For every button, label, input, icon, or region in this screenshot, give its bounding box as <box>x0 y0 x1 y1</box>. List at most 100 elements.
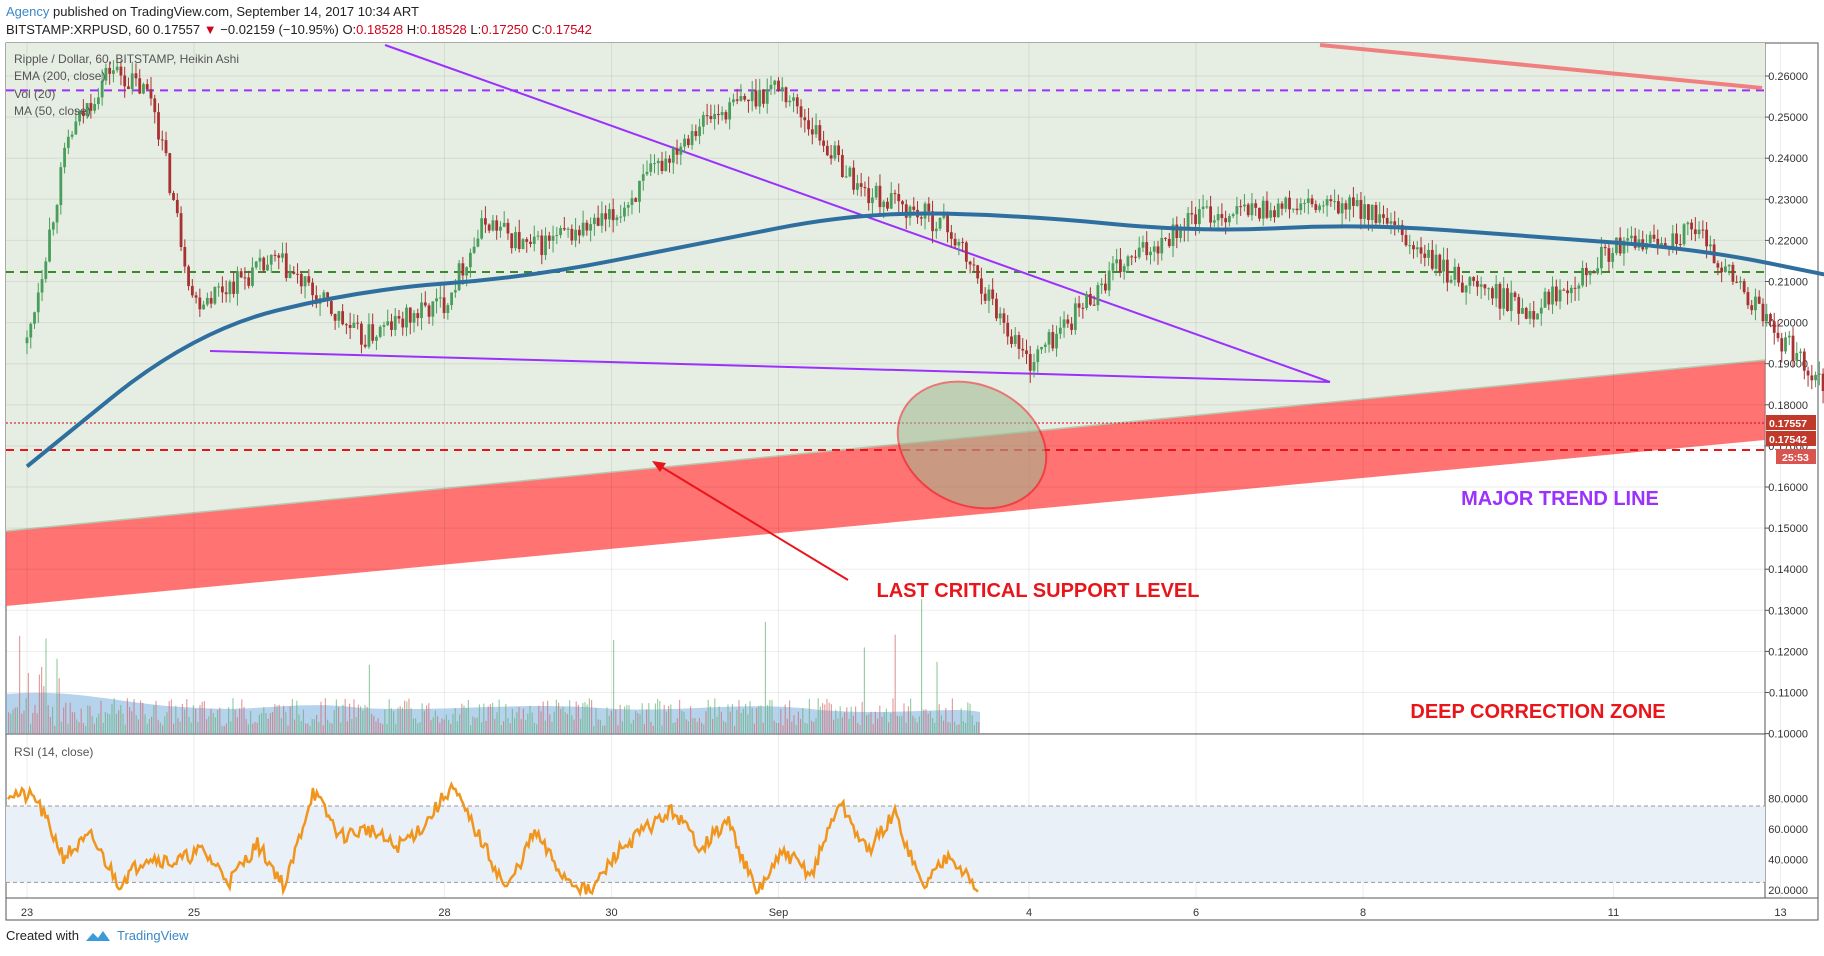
candle-body <box>1487 288 1491 290</box>
candle-body <box>867 188 871 204</box>
volume-bar <box>773 720 775 734</box>
candle-body <box>1329 199 1333 202</box>
volume-bar <box>914 718 916 734</box>
price-tick-label: 0.23000 <box>1768 194 1808 206</box>
volume-bar <box>65 702 67 734</box>
candle-body <box>1761 303 1765 322</box>
volume-bar <box>731 703 733 734</box>
volume-bar <box>54 725 56 734</box>
candle-body <box>1367 204 1370 220</box>
volume-bar <box>111 703 113 734</box>
candle-body <box>273 254 277 256</box>
volume-bar <box>177 718 179 734</box>
volume-bar <box>25 698 27 734</box>
candle-body <box>1389 221 1393 224</box>
footer: Created with TradingView <box>6 928 189 943</box>
candle-body <box>1626 238 1630 241</box>
candle-body <box>307 276 311 283</box>
rsi-line[interactable] <box>6 780 979 898</box>
volume-bar <box>540 711 542 734</box>
candle-body <box>468 252 472 268</box>
candle-body <box>1596 268 1600 274</box>
volume-bar <box>562 706 564 734</box>
volume-bar <box>142 702 144 734</box>
candle-body <box>1656 238 1660 246</box>
candle-body <box>96 97 100 105</box>
candle-body <box>1134 256 1137 258</box>
candle-body <box>1746 292 1750 306</box>
volume-bar <box>973 725 975 734</box>
price-tick-label: 0.26000 <box>1768 71 1808 83</box>
candle-body <box>1716 263 1720 268</box>
candle-body <box>1149 251 1152 256</box>
legend-ema[interactable]: EMA (200, close) <box>14 69 106 83</box>
candle-body <box>551 235 555 241</box>
volume-bar <box>313 719 315 734</box>
candle-body <box>1536 313 1539 320</box>
candle-body <box>1543 291 1547 308</box>
salmon-trend-line[interactable] <box>1319 43 1763 90</box>
candle-body <box>1055 333 1058 349</box>
candle-body <box>904 204 908 218</box>
tradingview-link[interactable]: TradingView <box>116 928 189 943</box>
candle-body <box>153 98 157 113</box>
volume-bar <box>232 698 234 734</box>
volume-bar <box>140 700 142 734</box>
volume-bar <box>870 711 872 734</box>
volume-bar <box>408 698 410 734</box>
legend-title[interactable]: Ripple / Dollar, 60, BITSTAMP, Heikin As… <box>14 52 239 66</box>
candle-body <box>427 305 431 317</box>
volume-bar <box>124 724 126 734</box>
candle-body <box>1769 314 1772 322</box>
volume-bar <box>716 716 718 734</box>
candle-body <box>991 289 995 299</box>
rsi-tick-label: 20.0000 <box>1768 885 1808 897</box>
volume-bar <box>960 708 962 734</box>
descending-trend-line[interactable] <box>384 44 1331 383</box>
volume-bar <box>331 723 333 734</box>
support-highlight-ellipse[interactable] <box>877 358 1067 532</box>
chart-canvas[interactable]: 0.26000 0.25000 0.24000 0.23000 0.22000 0.210… <box>0 0 1824 925</box>
candle-body <box>89 103 93 111</box>
candle-body <box>160 139 164 141</box>
time-axis[interactable] <box>5 897 1819 921</box>
volume-bar <box>164 716 166 734</box>
high-value: 0.18528 <box>419 22 467 37</box>
volume-bar <box>597 719 599 734</box>
candle-body <box>701 115 705 127</box>
volume-bar <box>569 700 571 734</box>
volume-bar <box>624 706 626 734</box>
candle-body <box>401 318 405 328</box>
candle-body <box>1708 244 1712 247</box>
candle-body <box>566 228 570 230</box>
legend-vol[interactable]: Vol (20) <box>14 87 56 101</box>
lower-trend-line[interactable] <box>209 350 1331 383</box>
volume-bar <box>450 723 452 734</box>
ema200-line[interactable] <box>25 211 1824 469</box>
candle-body <box>476 238 480 247</box>
volume-bar <box>459 714 461 734</box>
volume-bar <box>487 706 489 734</box>
volume-bar <box>896 715 898 734</box>
author-link[interactable]: Agency <box>6 4 50 19</box>
volume-bar <box>553 711 555 734</box>
volume-bar <box>520 719 522 734</box>
low-label: L: <box>470 22 482 37</box>
candle-body <box>277 255 281 258</box>
price-axis[interactable] <box>1764 42 1819 899</box>
support-arrow-shaft[interactable] <box>654 462 849 581</box>
candle-body <box>224 292 228 295</box>
legend-ma[interactable]: MA (50, close) <box>14 104 91 118</box>
volume-bar <box>481 722 483 734</box>
candle-body <box>1806 370 1810 376</box>
volume-bar <box>309 725 311 734</box>
volume-bar <box>725 722 727 734</box>
candle-body <box>1333 201 1337 203</box>
candle-body <box>536 235 540 237</box>
legend-rsi[interactable]: RSI (14, close) <box>14 745 94 759</box>
candle-body <box>138 78 142 94</box>
volume-bar <box>267 718 269 734</box>
volume-bar <box>41 666 43 734</box>
volume-bar <box>173 723 175 734</box>
candle-body <box>1363 204 1367 219</box>
